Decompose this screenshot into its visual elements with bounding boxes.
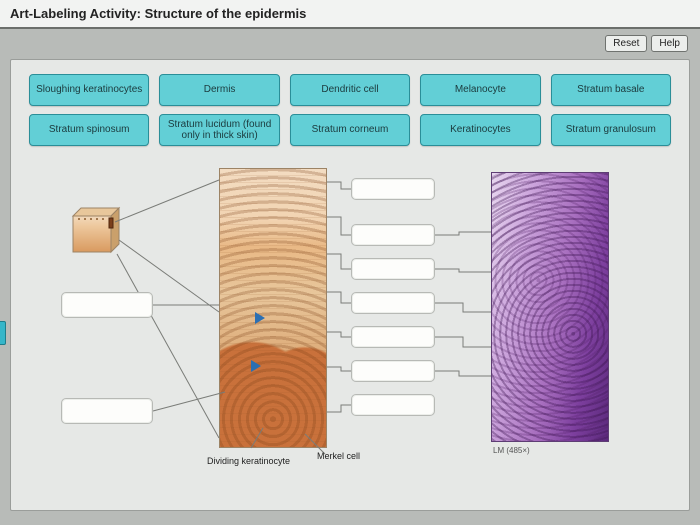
drop-slot[interactable] [351,258,435,280]
help-button[interactable]: Help [651,35,688,52]
label-stratum-granulosum[interactable]: Stratum granulosum [551,114,671,146]
skin-cube-illustration [65,204,127,256]
caption-dividing-keratinocyte: Dividing keratinocyte [207,456,290,466]
label-dermis[interactable]: Dermis [159,74,279,106]
reset-button[interactable]: Reset [605,35,647,52]
activity-title: Art-Labeling Activity: Structure of the … [0,0,700,29]
label-stratum-lucidum[interactable]: Stratum lucidum (found only in thick ski… [159,114,279,146]
drop-slot[interactable] [351,178,435,200]
drop-slot[interactable] [351,394,435,416]
side-tab [0,321,6,345]
label-stratum-spinosum[interactable]: Stratum spinosum [29,114,149,146]
illustration-epidermis-drawing [219,168,327,448]
illustration-epidermis-micrograph [491,172,609,442]
toolbar: Reset Help [605,35,688,52]
label-stratum-corneum[interactable]: Stratum corneum [290,114,410,146]
drop-slot[interactable] [351,224,435,246]
label-sloughing-keratinocytes[interactable]: Sloughing keratinocytes [29,74,149,106]
stage: Reset Help Sloughing keratinocytes Dermi… [0,29,700,521]
label-stratum-basale[interactable]: Stratum basale [551,74,671,106]
drop-slot[interactable] [61,398,153,424]
drop-slot[interactable] [351,292,435,314]
caption-merkel-cell: Merkel cell [317,451,360,461]
label-dendritic-cell[interactable]: Dendritic cell [290,74,410,106]
label-pool: Sloughing keratinocytes Dermis Dendritic… [29,74,671,146]
drop-slot[interactable] [351,360,435,382]
activity-panel: Sloughing keratinocytes Dermis Dendritic… [10,59,690,511]
label-melanocyte[interactable]: Melanocyte [420,74,540,106]
diagram-area: Dividing keratinocyte Merkel cell LM (48… [29,162,671,482]
drop-slot[interactable] [61,292,153,318]
drop-slot[interactable] [351,326,435,348]
label-keratinocytes[interactable]: Keratinocytes [420,114,540,146]
caption-magnification: LM (485×) [493,446,530,455]
